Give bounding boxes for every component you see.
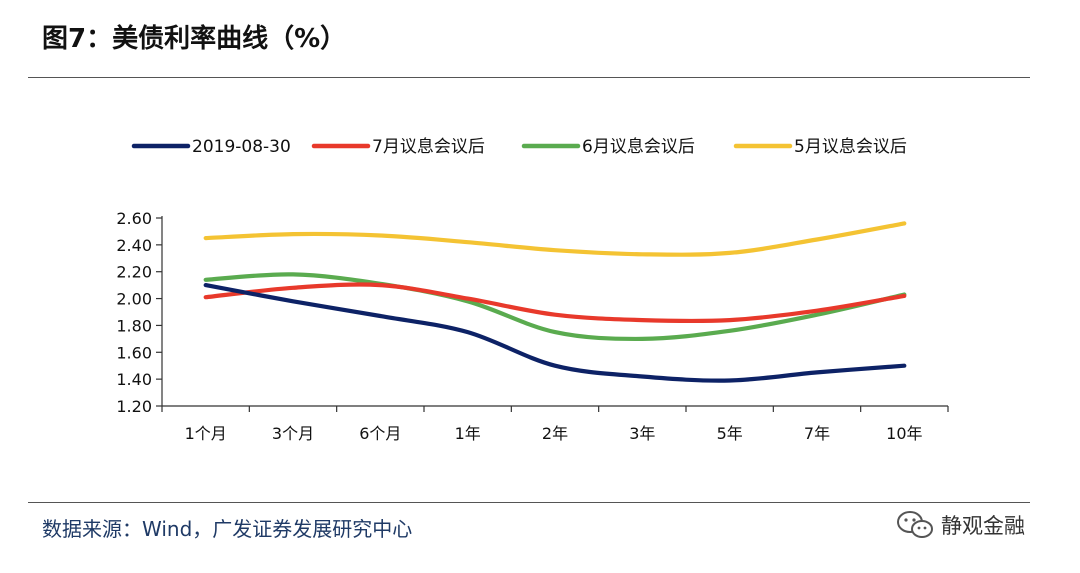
- x-tick-label: 2年: [542, 424, 568, 443]
- y-tick-label: 1.40: [116, 370, 152, 389]
- series-line-3: [203, 272, 907, 342]
- y-tick-label: 1.20: [116, 397, 152, 416]
- x-tick-label: 1个月: [185, 424, 227, 443]
- y-tick-label: 1.60: [116, 343, 152, 362]
- chart-legend: 2019-08-30 7月议息会议后 6月议息会议后 5月议息会议后: [131, 137, 907, 157]
- bottom-divider: [28, 502, 1030, 503]
- x-tick-label: 3年: [629, 424, 655, 443]
- figure-title: 图7：美债利率曲线（%）: [42, 24, 347, 54]
- watermark: 静观金融: [895, 505, 1025, 545]
- legend-label: 7月议息会议后: [372, 137, 485, 157]
- y-axis: 1.20 1.40 1.60 1.80 2.00 2.20 2.40 2.60: [116, 209, 163, 416]
- watermark-text: 静观金融: [941, 514, 1025, 538]
- series-line-1: [203, 283, 907, 383]
- y-tick-label: 2.20: [116, 263, 152, 282]
- x-tick-label: 7年: [804, 424, 830, 443]
- series-line-4: [203, 221, 907, 257]
- y-tick-label: 2.40: [116, 236, 152, 255]
- y-tick-label: 2.60: [116, 209, 152, 228]
- legend-label: 6月议息会议后: [582, 137, 695, 157]
- wechat-icon: [897, 511, 933, 538]
- y-tick-label: 2.00: [116, 290, 152, 309]
- series-layer: [203, 221, 907, 383]
- top-divider: [28, 77, 1030, 78]
- legend-label: 5月议息会议后: [794, 137, 907, 157]
- x-tick-label: 6个月: [359, 424, 401, 443]
- data-source-note: 数据来源：Wind，广发证券发展研究中心: [42, 517, 413, 541]
- x-axis: 1个月 3个月 6个月 1年 2年 3年 5年 7年 10年: [161, 405, 949, 443]
- x-tick-label: 5年: [717, 424, 743, 443]
- x-tick-label: 3个月: [272, 424, 314, 443]
- y-tick-label: 1.80: [116, 316, 152, 335]
- legend-label: 2019-08-30: [192, 137, 291, 157]
- series-line-2: [203, 282, 907, 324]
- x-tick-label: 1年: [455, 424, 481, 443]
- x-tick-label: 10年: [886, 424, 922, 443]
